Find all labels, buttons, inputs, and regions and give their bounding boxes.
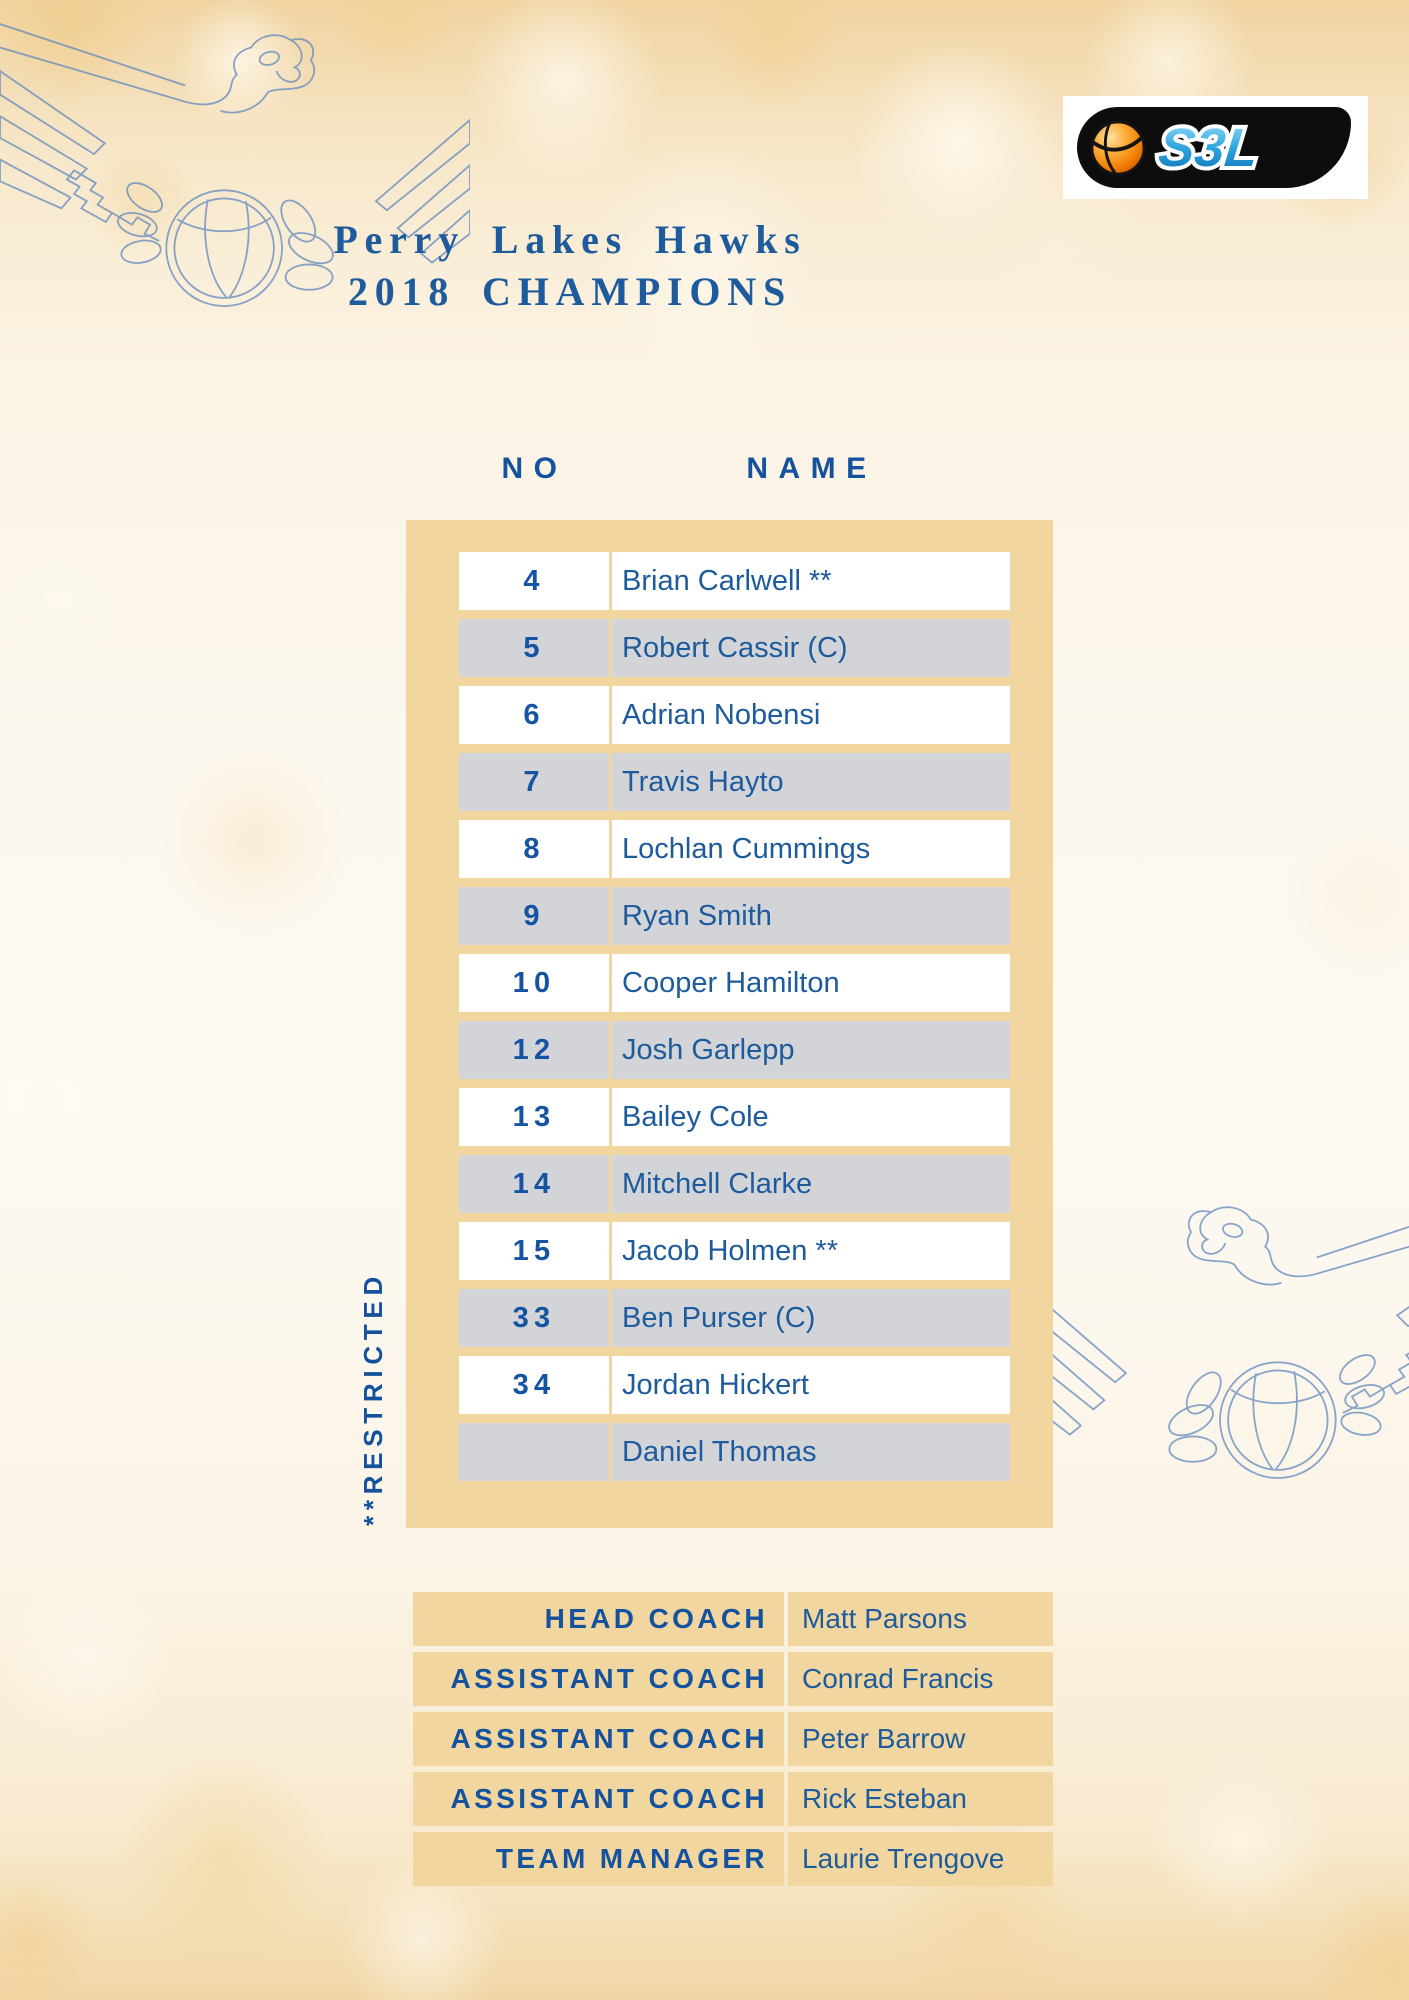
staff-list: HEAD COACH Matt Parsons ASSISTANT COACH … [413,1592,1053,1886]
player-name: Mitchell Clarke [612,1155,1010,1213]
player-number: 10 [459,954,609,1012]
table-row: 7 Travis Hayto [459,753,1010,811]
player-name: Travis Hayto [612,753,1010,811]
player-number: 6 [459,686,609,744]
staff-row: ASSISTANT COACH Peter Barrow [413,1712,1053,1766]
sbl-logo-text: S3L [1156,118,1261,178]
sbl-logo: S3L [1063,96,1368,199]
staff-row: ASSISTANT COACH Rick Esteban [413,1772,1053,1826]
table-row: Daniel Thomas [459,1423,1010,1481]
player-number: 14 [459,1155,609,1213]
table-row: 10 Cooper Hamilton [459,954,1010,1012]
staff-role-label: ASSISTANT COACH [413,1772,784,1826]
player-name: Robert Cassir (C) [612,619,1010,677]
player-name: Ryan Smith [612,887,1010,945]
player-name: Jordan Hickert [612,1356,1010,1414]
player-number: 13 [459,1088,609,1146]
staff-role-label: HEAD COACH [413,1592,784,1646]
staff-row: TEAM MANAGER Laurie Trengove [413,1832,1053,1886]
title-line-2: 2018 CHAMPIONS [347,269,793,314]
table-row: 33 Ben Purser (C) [459,1289,1010,1347]
player-number: 33 [459,1289,609,1347]
player-name: Lochlan Cummings [612,820,1010,878]
table-row: 14 Mitchell Clarke [459,1155,1010,1213]
player-name: Josh Garlepp [612,1021,1010,1079]
sbl-logo-pill: S3L [1077,107,1351,188]
staff-name: Conrad Francis [788,1652,1053,1706]
table-row: 4 Brian Carlwell ** [459,552,1010,610]
table-row: 5 Robert Cassir (C) [459,619,1010,677]
page-title: Perry Lakes Hawks 2018 CHAMPIONS [240,214,900,318]
table-row: 8 Lochlan Cummings [459,820,1010,878]
player-name: Daniel Thomas [612,1423,1010,1481]
column-header-no: NO [501,452,568,485]
staff-role-label: ASSISTANT COACH [413,1652,784,1706]
table-row: 9 Ryan Smith [459,887,1010,945]
table-row: 15 Jacob Holmen ** [459,1222,1010,1280]
column-header-name: NAME [746,452,877,485]
player-name: Jacob Holmen ** [612,1222,1010,1280]
basketball-icon [1090,119,1146,176]
staff-role-label: ASSISTANT COACH [413,1712,784,1766]
player-name: Ben Purser (C) [612,1289,1010,1347]
player-name: Cooper Hamilton [612,954,1010,1012]
player-number: 4 [459,552,609,610]
player-name: Adrian Nobensi [612,686,1010,744]
player-number [459,1423,609,1481]
player-number: 12 [459,1021,609,1079]
player-number: 5 [459,619,609,677]
table-row: 34 Jordan Hickert [459,1356,1010,1414]
table-row: 13 Bailey Cole [459,1088,1010,1146]
title-line-1: Perry Lakes Hawks [333,217,807,262]
staff-name: Peter Barrow [788,1712,1053,1766]
hawk-logo-decoration-right [1032,1195,1409,1479]
player-number: 15 [459,1222,609,1280]
staff-row: ASSISTANT COACH Conrad Francis [413,1652,1053,1706]
staff-role-label: TEAM MANAGER [413,1832,784,1886]
player-name: Brian Carlwell ** [612,552,1010,610]
player-name: Bailey Cole [612,1088,1010,1146]
player-number: 8 [459,820,609,878]
table-row: 12 Josh Garlepp [459,1021,1010,1079]
player-number: 9 [459,887,609,945]
staff-name: Matt Parsons [788,1592,1053,1646]
player-number: 34 [459,1356,609,1414]
roster-rows: 4 Brian Carlwell ** 5 Robert Cassir (C) … [459,552,1010,1481]
roster-panel: 4 Brian Carlwell ** 5 Robert Cassir (C) … [406,520,1053,1528]
staff-row: HEAD COACH Matt Parsons [413,1592,1053,1646]
staff-name: Rick Esteban [788,1772,1053,1826]
player-number: 7 [459,753,609,811]
restricted-note: **RESTRICTED [358,1271,388,1527]
staff-name: Laurie Trengove [788,1832,1053,1886]
table-row: 6 Adrian Nobensi [459,686,1010,744]
